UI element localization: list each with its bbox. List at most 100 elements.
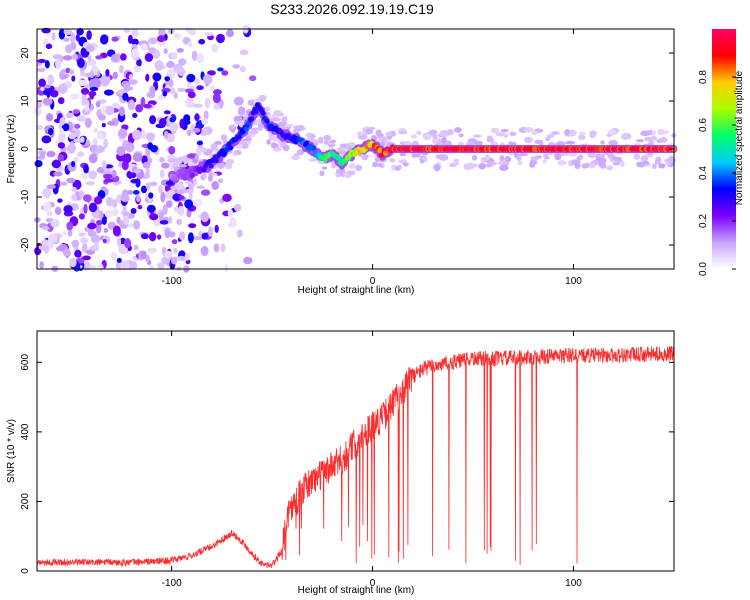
ridge-halo [309,138,318,143]
ridge-halo [453,161,460,166]
ridge-halo [230,124,235,129]
ridge-halo [441,137,447,144]
noise-blob [55,58,62,69]
noise-blob [121,191,128,201]
ridge-halo [600,140,605,145]
noise-blob [80,237,89,244]
noise-blob [95,223,102,234]
noise-blob [132,152,143,162]
colorbar-ticks: 0.0 0.2 0.4 0.6 0.8 [698,70,736,276]
ridge-halo [659,137,668,143]
noise-blob [83,164,89,174]
noise-blob [171,239,178,245]
ridge-halo [357,131,363,137]
ridge-halo [543,156,551,160]
noise-blob [198,231,203,237]
noise-blob [71,193,78,202]
noise-blob [140,233,149,240]
noise-blob [144,53,154,62]
ridge-halo [335,168,342,174]
noise-blob [91,77,102,89]
noise-blob [101,123,106,128]
noise-blob [169,122,179,131]
noise-blob [176,48,184,53]
noise-blob [120,53,127,61]
ridge-halo [529,162,535,168]
ridge-halo [296,149,305,156]
noise-blob [203,110,209,120]
ridge-halo [578,154,584,160]
ridge-halo [547,134,555,138]
ridge-halo [564,129,570,136]
ridge-halo [338,147,344,152]
noise-blob [193,235,203,241]
ridge-halo [568,152,578,157]
ridge-halo [666,157,676,164]
ridge-halo [385,131,393,137]
ridge-halo [495,132,506,137]
snr-frame [36,330,675,572]
noise-blob [110,251,117,261]
ridge-halo [608,139,618,147]
ridge-halo [554,153,562,161]
noise-blob [160,191,166,203]
noise-blob [146,132,155,142]
noise-blob [59,117,66,126]
ridge-halo [188,183,194,190]
ridge-halo [555,141,566,147]
noise-blob [132,129,142,141]
ridge-halo [412,153,421,158]
noise-blob [227,209,234,218]
noise-blob [158,28,166,37]
noise-blob [53,171,63,177]
noise-blob [41,135,52,144]
noise-blob [111,36,119,42]
ridge-halo [266,139,271,145]
noise-blob [239,49,249,56]
noise-blob [111,208,119,217]
noise-blob [186,73,196,83]
ridge-point [214,157,220,164]
noise-blob [204,97,211,109]
noise-blob [184,199,194,209]
ridge-halo [589,130,597,137]
noise-blob [66,143,76,154]
noise-blob [169,116,176,123]
noise-blob [221,70,229,76]
noise-blob [163,48,168,54]
ridge-halo [519,152,529,157]
ridge-halo [176,189,185,195]
ridge-halo [557,160,567,166]
noise-blob [96,132,104,140]
noise-blob [152,72,162,82]
noise-blob [93,127,98,133]
ridge-halo [378,163,383,168]
noise-blob [50,219,60,228]
noise-blob [42,239,48,246]
noise-blob [148,37,158,45]
ridge-halo [194,154,199,160]
ridge-halo [212,173,218,177]
noise-blob [145,73,150,82]
ridge-halo [232,152,239,156]
noise-blob [194,78,200,85]
ridge-halo [339,143,347,148]
noise-blob [105,105,115,116]
noise-blob [56,246,65,252]
ridge-halo [503,133,509,138]
chart-title: S233.2026.092.19.19.C19 [270,1,434,17]
noise-blob [69,32,76,43]
noise-blob [130,48,140,59]
noise-blob [234,203,242,212]
noise-blob [75,34,80,42]
noise-blob [217,67,224,72]
ridge-halo [499,164,509,171]
noise-blob [232,64,240,69]
noise-blob [34,105,42,117]
ridge-halo [179,164,187,168]
noise-blob [104,210,113,218]
ridge-halo [321,166,328,170]
noise-blob [166,154,176,160]
